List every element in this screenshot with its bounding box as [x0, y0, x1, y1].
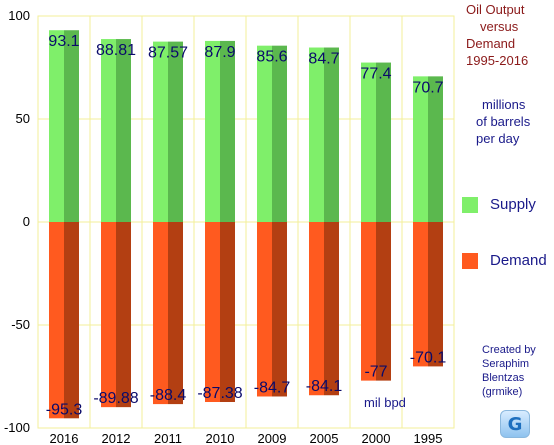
bar-demand-shade	[428, 222, 443, 367]
bar-demand	[309, 222, 324, 396]
bar-supply-shade	[220, 40, 235, 223]
bar-supply	[205, 40, 220, 223]
legend-item-demand: Demand	[462, 252, 547, 269]
x-tick-label: 2012	[102, 431, 131, 445]
value-label-supply: 93.1	[48, 33, 79, 50]
value-label-demand: -87.38	[197, 385, 242, 402]
value-label-demand: -88.4	[150, 387, 187, 404]
bar-supply-shade	[116, 39, 131, 223]
legend-label-demand: Demand	[490, 252, 547, 269]
bar-supply	[413, 76, 428, 222]
value-label-supply: 88.81	[96, 42, 136, 59]
bar-demand-shade	[376, 222, 391, 381]
y-tick-label: 50	[16, 111, 30, 126]
y-tick-label: 100	[8, 8, 30, 23]
legend-item-supply: Supply	[462, 196, 536, 213]
bar-demand	[257, 222, 272, 397]
x-tick-label: 2016	[50, 431, 79, 445]
bar-demand	[361, 222, 376, 381]
value-label-supply: 77.4	[360, 66, 391, 83]
unit-note: mil bpd	[364, 395, 406, 410]
value-label-demand: -84.7	[254, 379, 291, 396]
credit-text: Created by Seraphim Blentzas (grmike)	[482, 343, 552, 399]
title-line-3: Demand	[466, 36, 516, 51]
bar-demand-shade	[324, 222, 339, 396]
value-label-supply: 87.9	[204, 44, 235, 61]
bar-supply-shade	[324, 47, 339, 222]
chart-title: Oil Output versus Demand 1995-2016	[466, 1, 552, 69]
units-line-3: per day	[476, 131, 520, 146]
value-label-demand: -95.3	[46, 401, 83, 418]
bar-demand-shade	[272, 222, 287, 397]
y-tick-label: 0	[23, 214, 30, 229]
bar-demand	[49, 222, 64, 419]
y-tick-label: -50	[11, 317, 30, 332]
x-tick-label: 2009	[258, 431, 287, 445]
legend-label-supply: Supply	[490, 196, 536, 213]
bar-supply	[257, 45, 272, 222]
value-label-supply: 70.7	[412, 79, 443, 96]
title-line-4: 1995-2016	[466, 53, 529, 68]
bar-demand-shade	[116, 222, 131, 408]
value-label-demand: -70.1	[410, 349, 447, 366]
bar-supply-shade	[376, 62, 391, 222]
legend-swatch-demand	[462, 252, 478, 269]
value-label-demand: -84.1	[306, 378, 343, 395]
credit-line-1: Created by	[482, 344, 536, 356]
value-label-supply: 85.6	[256, 49, 287, 66]
credit-line-4: (grmike)	[482, 386, 523, 398]
bar-supply	[49, 30, 64, 222]
x-tick-label: 2011	[154, 431, 182, 445]
x-tick-label: 1995	[414, 431, 443, 445]
x-tick-label: 2000	[362, 431, 391, 445]
bar-demand	[153, 222, 168, 405]
bar-demand-shade	[168, 222, 183, 405]
units-line-2: of barrels	[476, 114, 531, 129]
logo-icon: G	[500, 410, 530, 438]
bar-supply	[153, 41, 168, 222]
bar-supply-shade	[428, 76, 443, 222]
value-label-supply: 84.7	[308, 51, 339, 68]
units-line-1: millions	[482, 97, 526, 112]
title-line-2: versus	[480, 19, 519, 34]
bar-supply	[309, 47, 324, 222]
bar-demand	[413, 222, 428, 367]
title-line-1: Oil Output	[466, 2, 525, 17]
x-tick-label: 2005	[310, 431, 339, 445]
value-label-supply: 87.57	[148, 45, 188, 62]
value-label-demand: -77	[364, 364, 387, 381]
bar-demand-shade	[220, 222, 235, 403]
bar-supply	[361, 62, 376, 222]
legend-swatch-supply	[462, 196, 478, 213]
bar-supply-shade	[168, 41, 183, 222]
bar-supply-shade	[272, 45, 287, 222]
bar-demand-shade	[64, 222, 79, 419]
units-caption: millions of barrels per day	[476, 96, 552, 147]
bar-supply	[101, 39, 116, 223]
value-label-demand: -89.88	[93, 390, 138, 407]
y-tick-label: -100	[4, 420, 30, 435]
credit-line-3: Blentzas	[482, 372, 525, 384]
x-tick-label: 2010	[206, 431, 235, 445]
credit-line-2: Seraphim	[482, 358, 530, 370]
bar-demand	[101, 222, 116, 408]
bar-supply-shade	[64, 30, 79, 222]
bar-demand	[205, 222, 220, 403]
